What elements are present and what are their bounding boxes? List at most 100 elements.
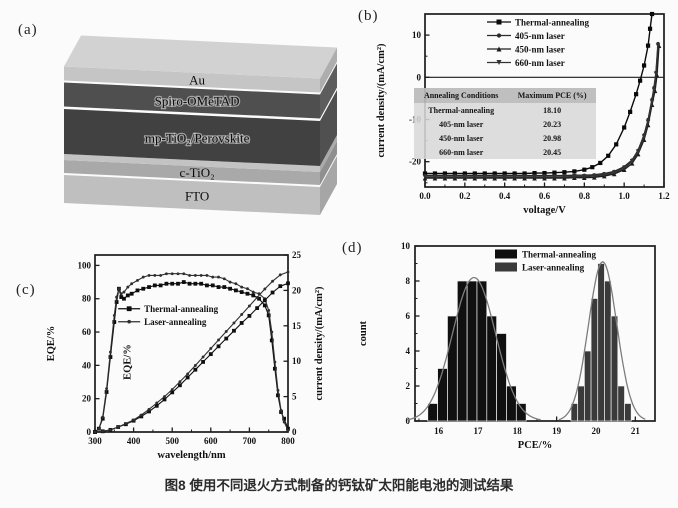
layer-label: Spiro-OMeTAD [155,93,240,108]
svg-text:600: 600 [204,436,218,446]
series-integrated-jsc-laser- [93,270,290,434]
left-y-axis-label: EQE/% [46,326,57,362]
histogram-bar [476,280,488,422]
panel-b-tag: (b) [358,8,379,24]
right-y-axis-label: current density/(mA/cm²) [314,286,325,401]
svg-text:4: 4 [406,346,411,356]
histogram-bar [624,403,632,422]
layer-label: Au [189,72,205,87]
eqe-spectrum-chart: 300 400 500 600 700 8000204060801000510152025… [46,250,325,461]
legend-item: Thermal-annealing [144,304,219,314]
svg-text:21: 21 [631,426,641,436]
svg-text:20: 20 [591,426,601,436]
svg-text:19: 19 [552,426,562,436]
svg-text:18: 18 [513,426,523,436]
figure-caption: 图8 使用不同退火方式制备的钙钛矿太阳能电池的测试结果 [164,478,514,493]
svg-text:500: 500 [165,436,179,446]
layer-spiro-ometad: Spiro-OMeTAD [64,63,337,119]
layer-label: c-TiO₂ [180,165,215,180]
svg-text:6: 6 [406,311,411,321]
svg-text:0.6: 0.6 [539,191,551,201]
svg-text:5: 5 [292,392,297,402]
histogram-bar [610,315,619,422]
series-660-nm-laser [422,43,661,180]
svg-text:0: 0 [417,72,422,82]
svg-text:16: 16 [434,426,444,436]
svg-text:400: 400 [127,436,141,446]
series-thermal-annealing [422,11,655,176]
histogram-bars [427,263,632,422]
bars-thermal-annealing [427,280,527,422]
histogram-bar [456,280,468,422]
histogram-bar [597,263,605,422]
svg-text:80: 80 [82,294,92,304]
svg-text:1.0: 1.0 [619,191,631,201]
x-axis-label: PCE/% [518,440,552,451]
svg-text:10: 10 [412,30,422,40]
series [422,11,662,181]
svg-text:100: 100 [78,260,92,270]
svg-text:-20: -20 [409,157,421,167]
layer-strip [64,135,337,172]
svg-text:0.0: 0.0 [419,191,431,201]
svg-text:15: 15 [292,321,302,331]
svg-text:10: 10 [401,241,411,251]
svg-text:20: 20 [82,394,92,404]
panel-c-tag: (c) [16,282,36,298]
axes: 16 17 18 19 20 21 0 2 4 6 8 10 PCE/% count [358,241,656,451]
inner-eqe-label: EQE/% [123,344,134,380]
svg-text:700: 700 [243,436,257,446]
legend-item: Thermal-annealing [515,17,590,27]
x-axis-label: voltage/V [523,205,566,216]
svg-text:0.8: 0.8 [579,191,591,201]
svg-text:800: 800 [281,436,295,446]
legend-item: Thermal-annealing [522,250,597,260]
legend: Thermal-annealing Laser-annealing [495,249,597,273]
svg-text:2: 2 [406,381,411,391]
device-structure-diagram: FTO c-TiO₂ mp-TiO₂/Perovskite Spiro-OMeTAD A… [64,35,337,215]
svg-text:0.4: 0.4 [499,191,511,201]
histogram-bar [590,298,599,422]
svg-text:300: 300 [88,436,102,446]
histogram-bar [437,368,448,422]
legend-item: 450-nm laser [515,44,565,54]
svg-text:0: 0 [87,427,92,437]
svg-text:25: 25 [292,250,302,260]
svg-text:20: 20 [292,285,302,295]
layer-mp-tio-perovskite: mp-TiO₂/Perovskite [64,90,337,166]
panel-a-tag: (a) [18,22,38,38]
svg-text:0: 0 [292,427,297,437]
layer-c-tio-: c-TiO₂ [64,141,337,185]
svg-text:10: 10 [292,356,302,366]
legend: Thermal-annealing 405-nm laser 450-nm lase… [487,17,590,68]
layer-fto: FTO [64,156,337,215]
series [93,270,290,434]
histogram-bar [617,385,625,422]
legend: Thermal-annealing Laser-annealing [118,304,219,327]
layer-label: mp-TiO₂/Perovskite [145,130,250,145]
legend-item: Laser-annealing [144,317,207,327]
svg-text:1.2: 1.2 [658,191,670,201]
bars-laser-annealing [570,263,632,422]
histogram-bar [604,280,612,422]
histogram-bar [466,280,478,422]
pce-histogram-chart: 16 17 18 19 20 21 0 2 4 6 8 10 PCE/% count Thermal-ann… [358,241,656,451]
x-axis-label: wavelength/nm [157,450,226,461]
jv-curve-chart: 0.0 0.2 0.4 0.6 0.8 1.0 1.2 10 0 -10 -20 voltage/V c… [376,11,670,216]
histogram-bar [427,403,438,422]
fit-curves [406,261,646,421]
svg-text:40: 40 [82,360,92,370]
svg-text:-10: -10 [409,114,421,124]
svg-text:17: 17 [473,426,483,436]
panel-d-tag: (d) [342,240,363,256]
legend-item: Laser-annealing [522,263,585,273]
device-layers: FTO c-TiO₂ mp-TiO₂/Perovskite Spiro-OMeTAD A… [64,35,337,215]
svg-text:0: 0 [406,416,411,426]
histogram-bar [496,333,507,422]
y-axis-label: current density/(mA/cm²) [376,43,387,158]
svg-text:0.2: 0.2 [459,191,471,201]
legend-item: 660-nm laser [515,58,565,68]
histogram-bar [577,385,585,422]
legend-item: 405-nm laser [515,31,565,41]
